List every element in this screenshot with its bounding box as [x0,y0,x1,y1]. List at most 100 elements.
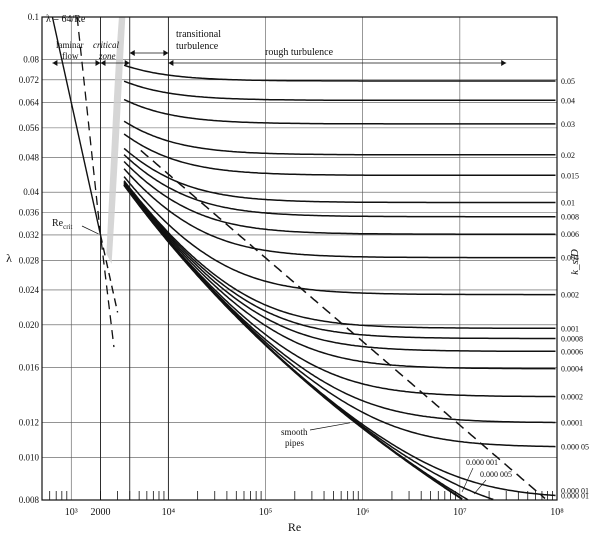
rough-boundary-line [140,149,546,500]
roughness-label: 0.0001 [561,418,583,427]
y-tick-label: 0.056 [19,123,40,133]
roughness-curve [123,183,556,398]
roughness-curve [123,154,556,218]
y-tick-label: 0.028 [19,255,40,265]
roughness-label: 0.03 [561,120,575,129]
roughness-curve [123,160,556,235]
roughness-label: 0.004 [561,254,579,263]
y-tick-label: 0.1 [28,12,39,22]
rough-zone-boundary [140,149,546,500]
y-tick-label: 0.072 [19,75,39,85]
roughness-label: 0.02 [561,151,575,160]
roughness-curve [123,176,556,296]
y-tick-label: 0.010 [19,452,40,462]
roughness-curve [123,181,556,340]
laminar-zone-label: flow [62,51,79,61]
roughness-label: 0.008 [561,213,579,222]
critical-zone-arrow-tail [100,60,106,66]
smooth-pipe-curve [123,184,463,500]
roughness-label: 0.000 05 [561,443,589,452]
y-tick-label: 0.036 [19,207,40,217]
y-tick-label: 0.048 [19,152,40,162]
smooth-pipes-label: pipes [285,438,304,448]
laminar-extension-line [99,234,119,313]
x-tick-label: 10⁶ [356,507,370,518]
plot-frame [41,16,558,501]
roughness-curve [123,182,556,370]
y-tick-label: 0.032 [19,230,39,240]
roughness-label: 0.0004 [561,365,583,374]
critical-zone-arrow-head [124,60,130,66]
roughness-label: 0.000 01 [561,492,589,501]
smooth-pipes-label: smooth [281,427,308,437]
y-tick-label: 0.012 [19,417,39,427]
roughness-small-pointer [473,479,487,495]
roughness-small-label: 0.000 005 [480,470,512,479]
roughness-label: 0.006 [561,230,579,239]
minor-ticks [49,491,553,500]
y-tick-label: 0.08 [23,55,39,65]
roughness-label: 0.0006 [561,347,583,356]
roughness-label: 0.0008 [561,335,583,344]
critical-zone-shading [106,17,126,264]
roughness-label: 0.015 [561,171,579,180]
y-axis-title: λ [6,251,12,265]
critical-zone-label: zone [98,51,116,61]
roughness-label: 0.002 [561,291,579,300]
y-tick-label: 0.064 [19,97,40,107]
roughness-curve [123,180,556,330]
roughness-label: 0.04 [561,96,575,105]
re-crit-label: Recrit [52,218,72,231]
laminar-zone-arrow-head [95,60,101,66]
roughness-curve [123,184,556,424]
roughness-label: 0.01 [561,199,575,208]
x-tick-label: 10⁷ [453,507,467,518]
y-tick-label: 0.016 [19,362,40,372]
transitional-zone-label: transitional [176,29,221,40]
roughness-curve [123,181,556,353]
transitional-zone-label: turbulence [176,41,219,52]
roughness-curve [123,120,556,156]
roughness-curve [123,98,556,125]
roughness-label: 0.001 [561,324,579,333]
smooth-pipes-pointer [309,422,351,431]
y-tick-label: 0.04 [23,187,39,197]
rough-zone-arrow-head [501,60,507,66]
y-tick-label: 0.008 [19,495,40,505]
rough-zone-arrow-tail [168,60,174,66]
x-tick-label: 2000 [90,507,110,518]
laminar-zone-arrow-tail [52,60,58,66]
right-axis-title: k_s/D [569,249,581,275]
roughness-small-label: 0.000 001 [466,458,498,467]
friction-curves [51,16,556,501]
roughness-label: 0.0002 [561,393,583,402]
roughness-curve [123,133,556,177]
roughness-curve [123,184,556,497]
x-tick-label: 10⁸ [550,507,564,518]
critical-zone-shade [106,17,126,264]
x-axis-title: Re [288,520,301,534]
critical-dashed-line [76,16,115,348]
laminar-formula-label: λ = 64/Re [46,14,86,25]
x-tick-label: 10⁵ [259,507,273,518]
y-tick-label: 0.024 [19,285,40,295]
roughness-labels: 0.05 0.04 0.03 0.02 0.015 0.01 0.008 0.006 0.004… [561,77,589,501]
roughness-curve [123,64,556,82]
rough-zone-label: rough turbulence [265,47,334,58]
transitional-zone-arrow-tail [129,50,135,56]
y-tick-label: 0.020 [19,320,40,330]
transitional-zone-arrow-head [163,50,169,56]
re-crit-pointer [81,225,99,235]
roughness-curve [123,168,556,259]
x-tick-labels: 10³ 2000 10⁴ 10⁵ 10⁶ 10⁷ 10⁸ Re [65,507,565,534]
roughness-small-pointer [461,467,474,493]
laminar-zone-label: laminar [56,40,84,50]
roughness-label: 0.000 01 [561,487,589,496]
roughness-curve [123,80,556,102]
x-tick-label: 10³ [65,507,78,518]
roughness-curve [123,147,556,204]
x-tick-label: 10⁴ [162,507,176,518]
re-crit-subscript: crit [63,223,72,231]
